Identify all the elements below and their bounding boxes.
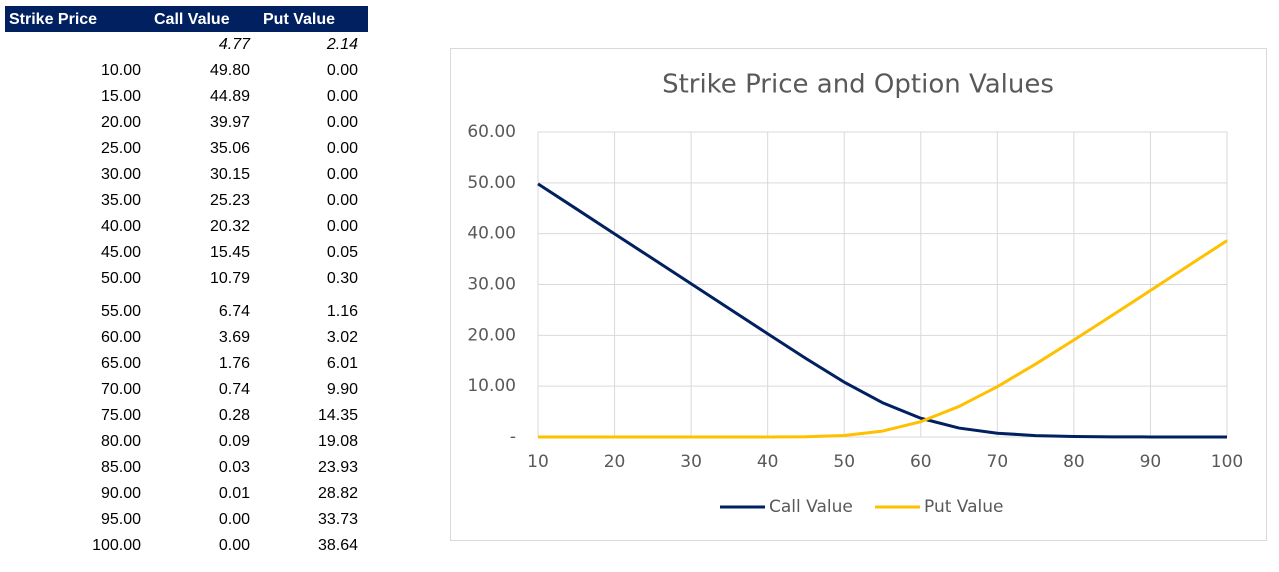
table-cell: 85.00 bbox=[101, 459, 141, 476]
table-cell: 39.97 bbox=[210, 114, 250, 131]
table-cell: 35.06 bbox=[210, 140, 250, 157]
table-cell: 0.00 bbox=[327, 166, 358, 183]
table-cell: 20.32 bbox=[210, 218, 250, 235]
legend-label: Call Value bbox=[769, 497, 853, 517]
chart-frame bbox=[450, 48, 1267, 541]
table-cell: 25.23 bbox=[210, 192, 250, 209]
legend-label: Put Value bbox=[924, 497, 1003, 517]
x-tick-label: 50 bbox=[833, 452, 855, 472]
x-tick-label: 40 bbox=[757, 452, 779, 472]
y-tick-label: 20.00 bbox=[467, 325, 516, 345]
table-cell: 60.00 bbox=[101, 329, 141, 346]
y-tick-label: 40.00 bbox=[467, 224, 516, 244]
table-cell: 40.00 bbox=[101, 218, 141, 235]
table-cell: 15.45 bbox=[210, 244, 250, 261]
x-tick-label: 100 bbox=[1211, 452, 1243, 472]
table-cell: 44.89 bbox=[210, 88, 250, 105]
table-cell: 10.00 bbox=[101, 62, 141, 79]
table-cell: 0.28 bbox=[219, 407, 250, 424]
table-cell: 14.35 bbox=[318, 407, 358, 424]
table-cell: 0.00 bbox=[327, 192, 358, 209]
table-cell: 9.90 bbox=[327, 381, 358, 398]
series-line bbox=[537, 182, 1227, 439]
table-cell: 0.74 bbox=[219, 381, 250, 398]
y-tick-label: 50.00 bbox=[467, 173, 516, 193]
table-cell: 95.00 bbox=[101, 511, 141, 528]
x-tick-label: 90 bbox=[1140, 452, 1162, 472]
table-cell: 0.00 bbox=[219, 511, 250, 528]
table-cell: 1.76 bbox=[219, 355, 250, 372]
table-cell: 28.82 bbox=[318, 485, 358, 502]
table-cell: 30.15 bbox=[210, 166, 250, 183]
table-cell: 90.00 bbox=[101, 485, 141, 502]
table-cell: 0.05 bbox=[327, 244, 358, 261]
table-cell: 100.00 bbox=[92, 537, 141, 554]
table-cell: 65.00 bbox=[101, 355, 141, 372]
table-cell: 50.00 bbox=[101, 270, 141, 287]
table-cell: 25.00 bbox=[101, 140, 141, 157]
table-cell: 55.00 bbox=[101, 303, 141, 320]
table-cell: 0.00 bbox=[327, 114, 358, 131]
table-cell: 0.00 bbox=[327, 88, 358, 105]
table-cell: 19.08 bbox=[318, 433, 358, 450]
table-cell: 0.30 bbox=[327, 270, 358, 287]
table-cell: 49.80 bbox=[210, 62, 250, 79]
table-header-cell: Put Value bbox=[263, 11, 335, 28]
table-cell: 33.73 bbox=[318, 511, 358, 528]
table-cell: 20.00 bbox=[101, 114, 141, 131]
x-tick-label: 60 bbox=[910, 452, 932, 472]
y-tick-label: - bbox=[510, 427, 516, 447]
x-tick-label: 80 bbox=[1063, 452, 1085, 472]
x-tick-label: 30 bbox=[680, 452, 702, 472]
table-header-cell: Call Value bbox=[154, 11, 230, 28]
table-cell: 0.00 bbox=[327, 140, 358, 157]
table-cell: 15.00 bbox=[101, 88, 141, 105]
chart-title: Strike Price and Option Values bbox=[662, 70, 1054, 100]
table-cell: 30.00 bbox=[101, 166, 141, 183]
table-cell: 0.03 bbox=[219, 459, 250, 476]
table-cell: 3.69 bbox=[219, 329, 250, 346]
table-cell: 1.16 bbox=[327, 303, 358, 320]
table-cell: 0.09 bbox=[219, 433, 250, 450]
table-cell: 0.00 bbox=[327, 218, 358, 235]
table-cell: 4.77 bbox=[219, 36, 251, 53]
table-cell: 2.14 bbox=[326, 36, 358, 53]
table-cell: 80.00 bbox=[101, 433, 141, 450]
table-header-bg bbox=[5, 6, 368, 32]
x-tick-label: 20 bbox=[604, 452, 626, 472]
table-cell: 45.00 bbox=[101, 244, 141, 261]
table-cell: 70.00 bbox=[101, 381, 141, 398]
series-line bbox=[538, 239, 1228, 439]
table-cell: 0.01 bbox=[219, 485, 250, 502]
table-cell: 6.01 bbox=[327, 355, 358, 372]
table-cell: 35.00 bbox=[101, 192, 141, 209]
table-cell: 6.74 bbox=[219, 303, 250, 320]
table-cell: 0.00 bbox=[219, 537, 250, 554]
table-header-cell: Strike Price bbox=[9, 11, 97, 28]
table-cell: 75.00 bbox=[101, 407, 141, 424]
table-cell: 23.93 bbox=[318, 459, 358, 476]
table-cell: 3.02 bbox=[327, 329, 358, 346]
table-cell: 10.79 bbox=[210, 270, 250, 287]
table-cell: 38.64 bbox=[318, 537, 358, 554]
y-tick-label: 60.00 bbox=[467, 122, 516, 142]
x-tick-label: 70 bbox=[987, 452, 1009, 472]
y-tick-label: 30.00 bbox=[467, 275, 516, 295]
x-tick-label: 10 bbox=[527, 452, 549, 472]
y-tick-label: 10.00 bbox=[467, 376, 516, 396]
table-cell: 0.00 bbox=[327, 62, 358, 79]
